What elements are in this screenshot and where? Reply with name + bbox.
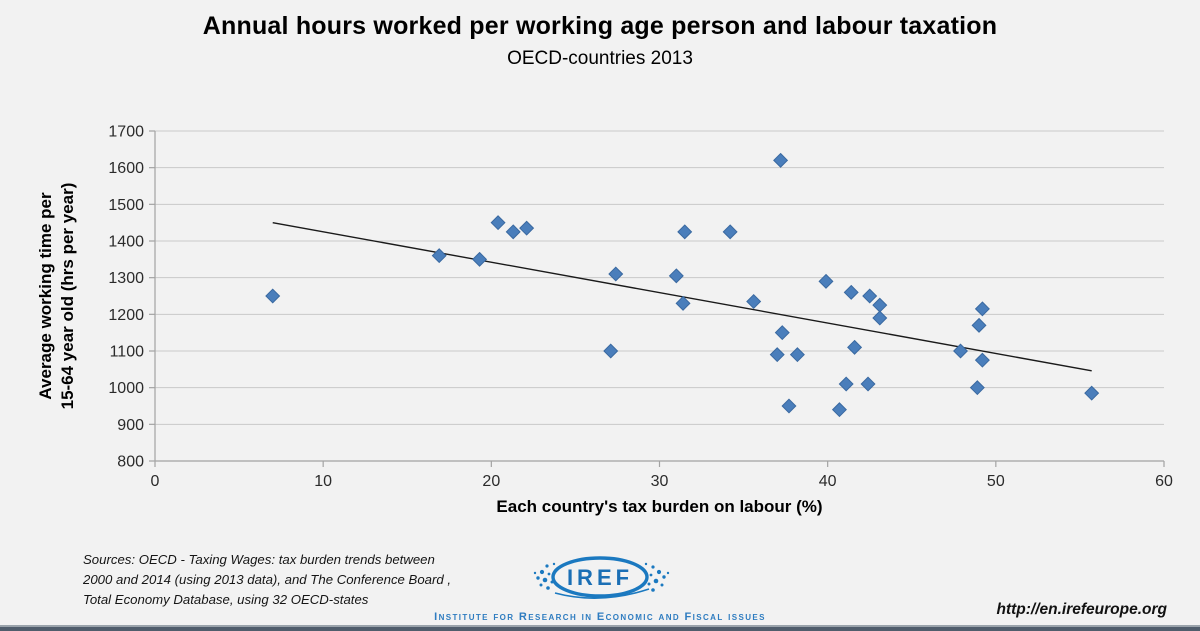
data-point (1084, 385, 1100, 401)
sources-note: Sources: OECD - Taxing Wages: tax burden… (83, 550, 451, 609)
svg-text:1600: 1600 (108, 160, 144, 177)
logo-tagline: Institute for Research in Economic and F… (434, 611, 766, 623)
svg-text:900: 900 (117, 417, 144, 434)
svg-text:1000: 1000 (108, 380, 144, 397)
bottom-bar (0, 625, 1200, 631)
data-point (265, 288, 281, 304)
data-point (490, 215, 506, 231)
data-point (843, 284, 859, 300)
data-point (773, 152, 789, 168)
data-point (818, 273, 834, 289)
svg-text:1100: 1100 (110, 344, 145, 361)
data-point (746, 293, 762, 310)
scatter-plot: 800 900 1000 1100 1200 1300 1400 1500 1600 1700 0 1… (108, 124, 1173, 491)
data-point (971, 317, 987, 333)
data-point (872, 310, 888, 326)
sources-line1: Sources: OECD - Taxing Wages: tax burden… (83, 552, 435, 567)
data-point (675, 295, 691, 311)
y-axis-title: Average working time per 15-64 year old … (35, 116, 79, 476)
website-url: http://en.irefeurope.org (996, 601, 1168, 618)
svg-text:1300: 1300 (108, 270, 144, 287)
data-point (872, 297, 888, 313)
svg-text:1500: 1500 (108, 197, 144, 214)
svg-text:60: 60 (1155, 473, 1173, 490)
iref-logo: IREF (525, 552, 675, 604)
data-point (519, 220, 535, 236)
data-point (774, 325, 790, 341)
svg-text:10: 10 (314, 473, 332, 490)
svg-text:50: 50 (987, 473, 1005, 490)
data-point (974, 301, 990, 317)
svg-text:800: 800 (117, 454, 144, 471)
y-axis-title-line1: Average working time per (36, 192, 55, 400)
data-point (603, 343, 619, 359)
data-point (862, 288, 878, 304)
data-point (974, 352, 990, 368)
data-point (969, 380, 985, 396)
svg-text:30: 30 (651, 473, 669, 490)
sources-line3: Total Economy Database, using 32 OECD-st… (83, 591, 369, 607)
data-point (472, 251, 488, 267)
data-point (953, 343, 969, 359)
sources-line2: 2000 and 2014 (using 2013 data), and The… (83, 571, 452, 587)
data-point (677, 224, 693, 240)
svg-text:1700: 1700 (108, 124, 144, 141)
chart-title: Annual hours worked per working age pers… (202, 12, 998, 40)
svg-text:0: 0 (151, 473, 160, 490)
data-point (431, 248, 447, 264)
data-point (722, 224, 738, 240)
data-point (505, 224, 521, 240)
data-point (831, 402, 847, 418)
data-point (789, 347, 805, 363)
svg-text:1200: 1200 (108, 307, 144, 324)
y-axis-title-line2: 15-64 year old (hrs per year) (58, 182, 77, 410)
iref-logo-icon: IREF (533, 556, 670, 599)
data-point (608, 266, 624, 282)
chart-header: Annual hours worked per working age pers… (0, 12, 1200, 70)
data-point (781, 398, 797, 414)
svg-text:20: 20 (482, 473, 500, 490)
data-point (769, 347, 785, 363)
x-axis-title: Each country's tax burden on labour (%) (496, 497, 823, 516)
svg-text:40: 40 (819, 473, 837, 490)
iref-logo-text: IREF (567, 565, 633, 590)
chart-subtitle: OECD-countries 2013 (507, 48, 693, 69)
svg-text:1400: 1400 (108, 234, 144, 251)
data-point (668, 268, 684, 284)
data-point (860, 376, 876, 392)
data-point (838, 376, 854, 392)
data-point (847, 339, 863, 355)
